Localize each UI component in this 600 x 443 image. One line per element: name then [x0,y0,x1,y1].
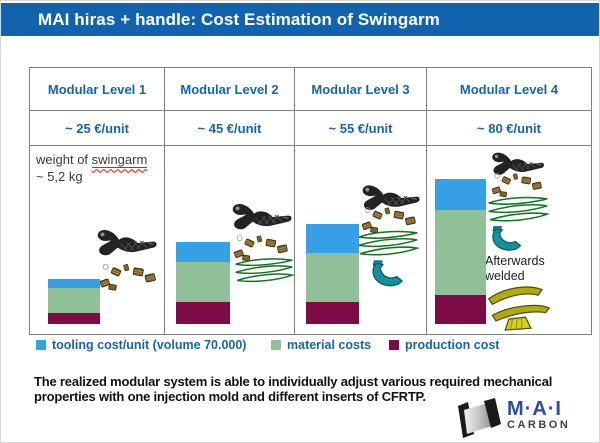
price-level3: ~ 55 €/unit [295,111,427,146]
bar-segment [306,224,359,253]
cost-bar-level1 [48,279,100,324]
bar-segment [306,302,359,324]
content-cell-level1: weight of swingarm ~ 5,2 kg [30,146,165,334]
legend-item-production: production cost [389,338,499,352]
content-cell-level4: Afterwards welded [427,146,591,334]
mai-carbon-logo-text: M·A·I CARBON [507,399,570,432]
teal-insert-image [372,260,403,287]
logo-title: M·A·I [507,398,562,420]
price-level2: ~ 45 €/unit [165,111,295,146]
column-header-level1: Modular Level 1 [30,68,165,111]
legend-label: production cost [405,338,500,352]
swingarm-image [232,203,293,230]
bar-segment [48,313,100,324]
legend-label: tooling cost/unit (volume 70.000) [52,338,247,352]
column-header-level2: Modular Level 2 [165,68,295,111]
conclusion-text: The realized modular system is able to i… [34,374,553,404]
price-level4: ~ 80 €/unit [427,111,591,146]
legend-item-material: material costs [271,338,371,352]
bar-segment [176,242,230,262]
bar-segment [435,179,486,210]
legend-label: material costs [287,338,372,352]
logo-subtitle: CARBON [507,419,571,431]
cost-bar-level4 [435,179,486,324]
cost-bar-level3 [306,224,359,324]
column-header-level3: Modular Level 3 [295,68,427,111]
bar-segment [435,210,486,295]
swingarm-image [97,229,158,256]
weight-note-value: ~ 5,2 kg [36,169,83,184]
bar-segment [48,279,100,288]
weight-note-word: swingarm [91,152,148,168]
cost-comparison-table: Modular Level 1 Modular Level 2 Modular … [29,67,592,335]
mai-carbon-logo-icon [458,398,501,438]
slide-title-bar: MAI hiras + handle: Cost Estimation of S… [1,3,599,36]
tooling-cost-swatch [36,340,46,350]
price-level1: ~ 25 €/unit [30,111,165,146]
metal-inserts-image [99,263,157,291]
bar-segment [306,253,359,302]
bar-segment [435,295,486,324]
legend-item-tooling: tooling cost/unit (volume 70.000) [36,338,246,352]
column-header-level4: Modular Level 4 [427,68,591,111]
afterwards-welded-note: Afterwards welded [485,254,545,283]
content-cell-level3 [295,146,427,334]
mai-carbon-logo: M·A·I CARBON [450,398,570,440]
bar-segment [176,302,230,324]
teal-insert-image [492,225,522,251]
weight-note-prefix: weight of [36,152,89,167]
welded-yellow-parts-image [488,286,550,331]
content-cell-level2 [165,146,295,334]
weight-note: weight of swingarm ~ 5,2 kg [36,151,148,185]
cost-bar-level2 [176,242,230,324]
slide-title: MAI hiras + handle: Cost Estimation of S… [38,10,440,29]
material-costs-swatch [271,340,281,350]
cfrtp-strips-image [234,258,294,283]
production-cost-swatch [389,340,399,350]
cfrtp-strips-image [488,196,548,222]
bar-segment [176,262,230,302]
bar-segment [48,288,100,313]
cfrtp-strips-image [358,230,418,256]
